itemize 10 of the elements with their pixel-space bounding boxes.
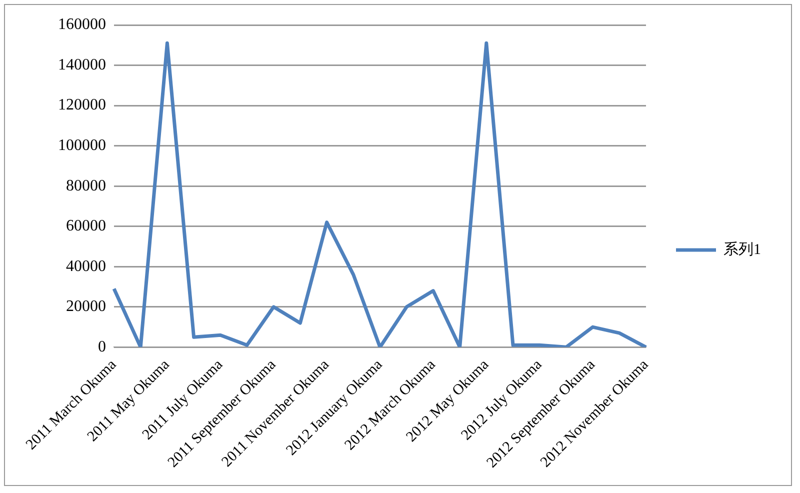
y-tick-label: 100000 bbox=[58, 137, 106, 154]
y-tick-label: 120000 bbox=[58, 96, 106, 114]
y-tick-label: 20000 bbox=[66, 298, 106, 316]
y-tick-label: 40000 bbox=[66, 258, 106, 275]
y-tick-label: 140000 bbox=[58, 56, 106, 74]
y-tick-label: 80000 bbox=[66, 177, 106, 194]
y-tick-label: 0 bbox=[98, 338, 106, 356]
y-tick-label: 60000 bbox=[66, 218, 106, 235]
legend-label: 系列1 bbox=[724, 240, 761, 258]
y-tick-label: 160000 bbox=[58, 16, 106, 34]
